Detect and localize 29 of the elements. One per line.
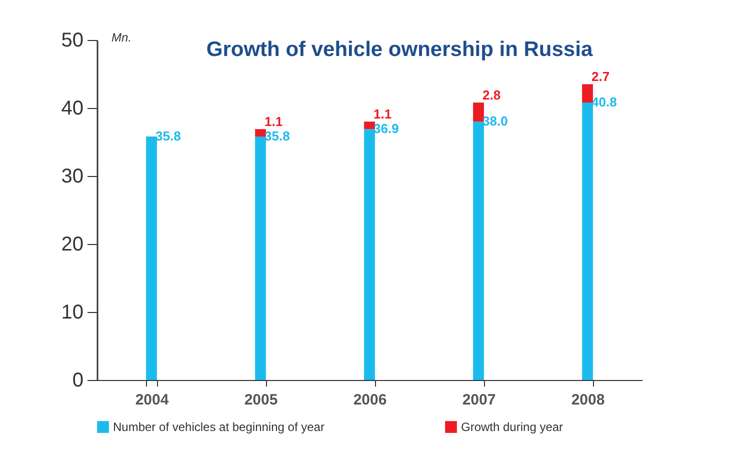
data-label: 2.8 (482, 88, 501, 103)
y-axis-title: Mn. (112, 30, 132, 44)
y-tick-label: 50 (61, 30, 84, 52)
data-label: 1.1 (374, 106, 392, 122)
x-tick-label: 2004 (135, 392, 170, 408)
bar (146, 136, 157, 380)
legend-label: Growth during year (461, 420, 564, 434)
bar (473, 122, 484, 380)
x-tick-label: 2008 (571, 392, 605, 408)
x-tick-label: 2005 (244, 392, 278, 408)
y-tick-label: 20 (61, 234, 84, 256)
bar (255, 129, 266, 137)
y-tick-label: 30 (61, 166, 84, 188)
y-tick-label: 10 (61, 302, 84, 324)
bar (473, 102, 484, 122)
bar (364, 129, 375, 380)
data-label: 35.8 (156, 128, 181, 144)
x-tick-label: 2006 (353, 392, 387, 408)
x-tick-label: 2007 (462, 392, 496, 408)
data-label: 2.7 (592, 69, 610, 84)
y-tick-label: 40 (61, 98, 84, 120)
bar (364, 122, 375, 130)
bar (582, 84, 593, 103)
bar (255, 136, 266, 380)
data-label: 1.1 (264, 114, 283, 130)
y-tick-label: 0 (72, 370, 84, 392)
chart-title: Growth of vehicle ownership in Russia (206, 38, 593, 61)
legend-label: Number of vehicles at beginning of year (113, 420, 324, 434)
bar (582, 102, 593, 380)
